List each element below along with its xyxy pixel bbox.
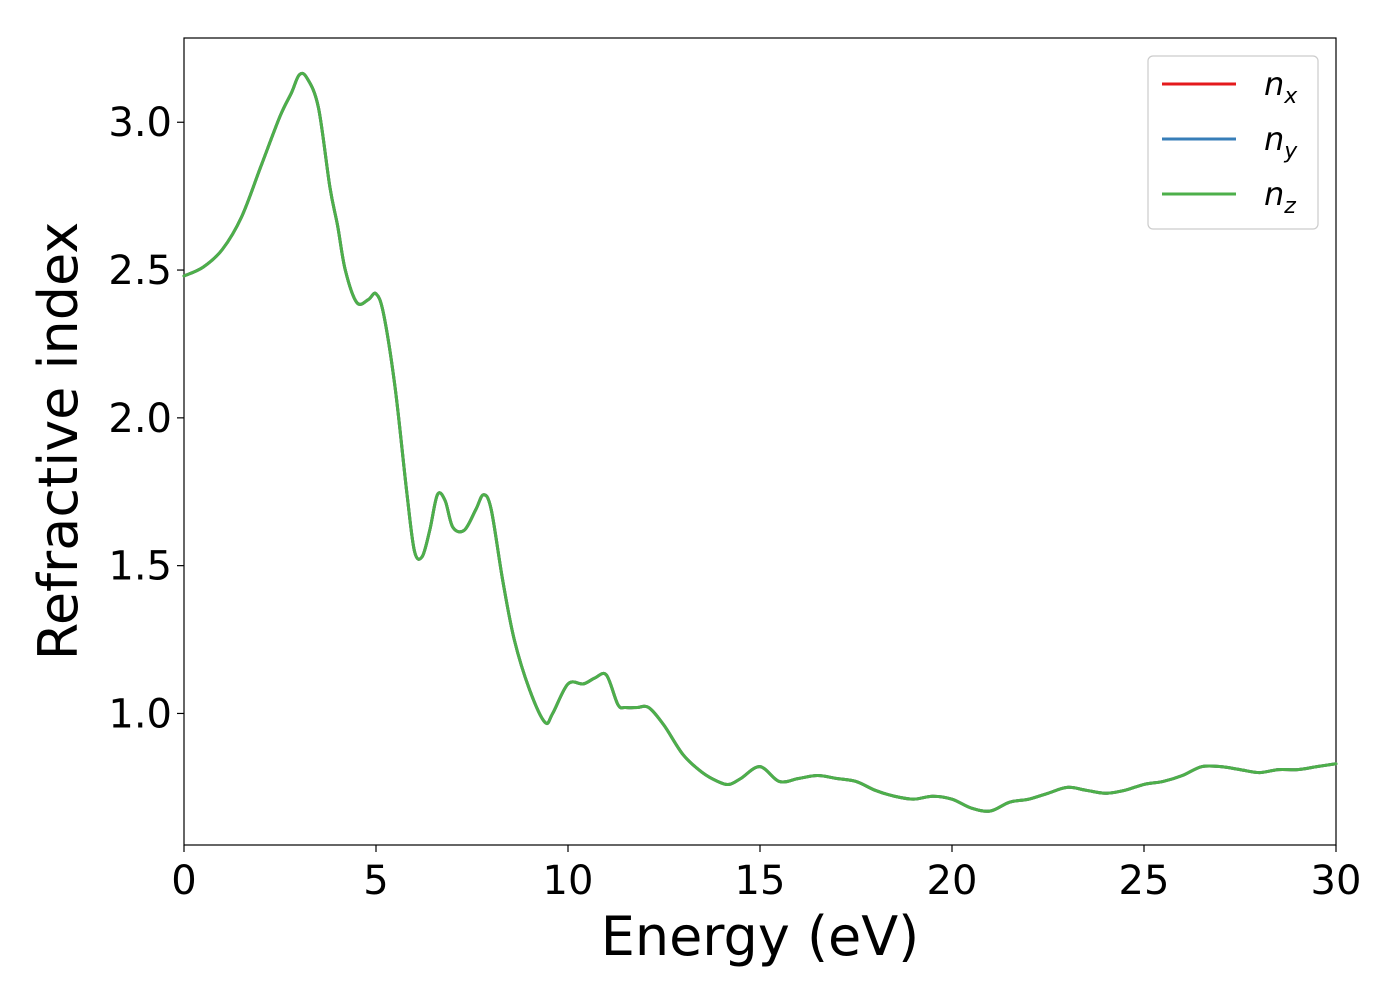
legend-label-ny: ny bbox=[1264, 120, 1298, 164]
legend-label-nx: nx bbox=[1264, 65, 1298, 109]
y-tick-label: 2.5 bbox=[108, 248, 172, 294]
series-line-nz bbox=[182, 71, 1338, 813]
legend-box bbox=[1147, 55, 1319, 230]
legend-label-nz: nz bbox=[1264, 175, 1296, 219]
x-tick-label: 15 bbox=[735, 858, 786, 904]
x-tick-label: 5 bbox=[363, 858, 388, 904]
y-tick-label: 1.0 bbox=[108, 691, 172, 737]
plot-area bbox=[183, 37, 1337, 846]
x-tick-label: 30 bbox=[1311, 858, 1362, 904]
y-axis-ticks: 1.0 1.5 2.0 2.5 3.0 bbox=[108, 100, 184, 737]
x-tick-label: 25 bbox=[1119, 858, 1170, 904]
x-tick-label: 0 bbox=[171, 858, 196, 904]
x-tick-label: 20 bbox=[927, 858, 978, 904]
legend: nx ny nz bbox=[1147, 55, 1319, 230]
series-layer bbox=[182, 71, 1338, 813]
y-tick-label: 1.5 bbox=[108, 544, 172, 590]
y-tick-label: 2.0 bbox=[108, 396, 172, 442]
x-axis-title: Energy (eV) bbox=[601, 905, 920, 968]
x-axis-ticks: 0 5 10 15 20 25 30 bbox=[171, 845, 1361, 904]
y-axis-title: Refractive index bbox=[27, 222, 90, 661]
x-tick-label: 10 bbox=[543, 858, 594, 904]
y-tick-label: 3.0 bbox=[108, 100, 172, 146]
